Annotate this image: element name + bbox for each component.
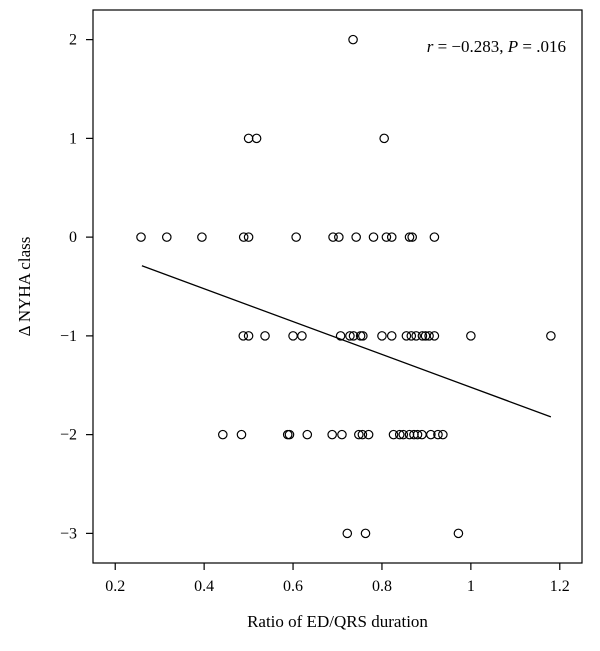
data-point	[243, 232, 254, 242]
data-point	[546, 331, 556, 341]
p-value: = .016	[518, 37, 566, 56]
data-point	[401, 331, 412, 341]
plot-frame	[92, 9, 583, 564]
y-tick-label: −2	[60, 427, 77, 444]
data-point	[236, 429, 247, 440]
data-point	[238, 331, 249, 341]
data-point	[388, 429, 399, 440]
x-tick-label: 0.4	[194, 578, 214, 595]
data-point	[433, 429, 443, 440]
data-point	[260, 331, 270, 341]
data-point	[297, 331, 307, 341]
data-point	[136, 232, 146, 242]
data-point	[360, 528, 371, 539]
data-point	[348, 34, 358, 45]
data-point	[358, 331, 368, 341]
data-point	[438, 429, 448, 440]
data-point	[328, 232, 338, 242]
data-point	[342, 528, 353, 539]
data-point	[417, 331, 428, 341]
data-point	[161, 232, 172, 242]
y-tick-label: 0	[69, 229, 77, 246]
data-point	[406, 331, 417, 341]
data-point	[466, 331, 476, 341]
x-tick-label: 1	[467, 578, 475, 595]
regression-line	[141, 265, 552, 418]
data-point	[404, 232, 415, 242]
data-point	[381, 232, 392, 242]
data-point	[251, 133, 262, 144]
data-point	[335, 331, 346, 341]
axis-ticks	[86, 39, 561, 570]
data-point	[291, 232, 301, 242]
y-tick-label: −1	[60, 328, 77, 345]
r-value: = −0.283,	[433, 37, 507, 56]
y-tick-label: 2	[69, 32, 77, 49]
data-point	[238, 232, 249, 242]
axis-tick-labels: 0.2 0.4 0.6 0.8 1 1.2 2 1 0 −1 −2 −3	[60, 32, 570, 595]
data-point	[426, 429, 436, 440]
data-point	[243, 331, 254, 341]
data-point	[218, 429, 228, 440]
data-point	[453, 528, 464, 539]
y-tick-label: 1	[69, 130, 77, 147]
data-point	[379, 133, 389, 144]
y-tick-label: −3	[60, 525, 77, 542]
data-point	[345, 331, 355, 341]
x-tick-label: 1.2	[550, 578, 570, 595]
data-point	[363, 429, 374, 440]
data-point	[429, 232, 440, 242]
data-point	[411, 331, 421, 341]
x-tick-label: 0.2	[105, 578, 125, 595]
data-point	[334, 232, 344, 242]
data-points	[136, 34, 556, 539]
data-point	[288, 331, 298, 341]
data-point	[357, 429, 368, 440]
data-point	[377, 331, 387, 341]
y-axis-title: Δ NYHA class	[15, 237, 34, 337]
data-point	[407, 232, 417, 242]
data-point	[412, 429, 423, 440]
r-symbol: r	[427, 37, 434, 56]
data-point	[394, 429, 405, 440]
p-symbol: P	[507, 37, 518, 56]
data-point	[243, 133, 254, 144]
data-point	[327, 429, 337, 440]
data-point	[348, 331, 359, 341]
data-point	[386, 232, 397, 242]
data-point	[302, 429, 313, 440]
data-point	[424, 331, 434, 341]
data-point	[354, 429, 364, 440]
data-point	[351, 232, 361, 242]
data-point	[337, 429, 347, 440]
data-point	[429, 331, 440, 341]
correlation-annotation: r = −0.283, P = .016	[427, 37, 566, 56]
x-tick-label: 0.8	[372, 578, 392, 595]
data-point	[368, 232, 379, 242]
data-point	[197, 232, 207, 242]
x-tick-label: 0.6	[283, 578, 303, 595]
x-axis-title: Ratio of ED/QRS duration	[247, 612, 428, 631]
data-point	[398, 429, 409, 440]
data-point	[386, 331, 397, 341]
data-point	[284, 429, 295, 440]
